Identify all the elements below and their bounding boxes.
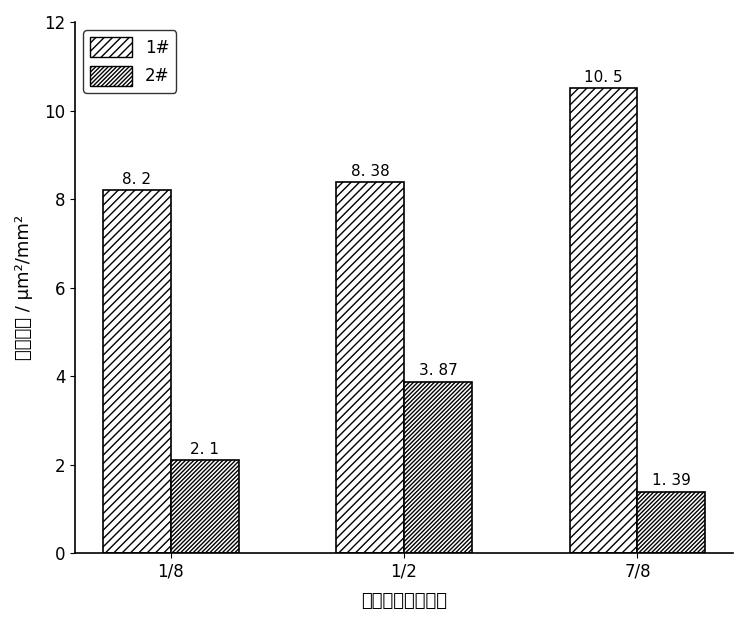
Text: 3. 87: 3. 87 — [419, 363, 457, 378]
Bar — [102, 190, 171, 553]
Text: 1. 39: 1. 39 — [652, 473, 691, 488]
Bar — [569, 88, 637, 553]
Legend: 1#, 2#: 1#, 2# — [84, 31, 177, 92]
X-axis label: 铸坤厚度方向位置: 铸坤厚度方向位置 — [361, 592, 447, 610]
Text: 8. 38: 8. 38 — [351, 164, 390, 179]
Text: 10. 5: 10. 5 — [584, 70, 623, 85]
Bar — [404, 382, 472, 553]
Text: 2. 1: 2. 1 — [190, 442, 219, 457]
Y-axis label: 面积密度 / μm²/mm²: 面积密度 / μm²/mm² — [15, 215, 33, 360]
Bar — [336, 182, 404, 553]
Bar — [171, 460, 239, 553]
Bar — [637, 492, 705, 553]
Text: 8. 2: 8. 2 — [122, 172, 151, 187]
